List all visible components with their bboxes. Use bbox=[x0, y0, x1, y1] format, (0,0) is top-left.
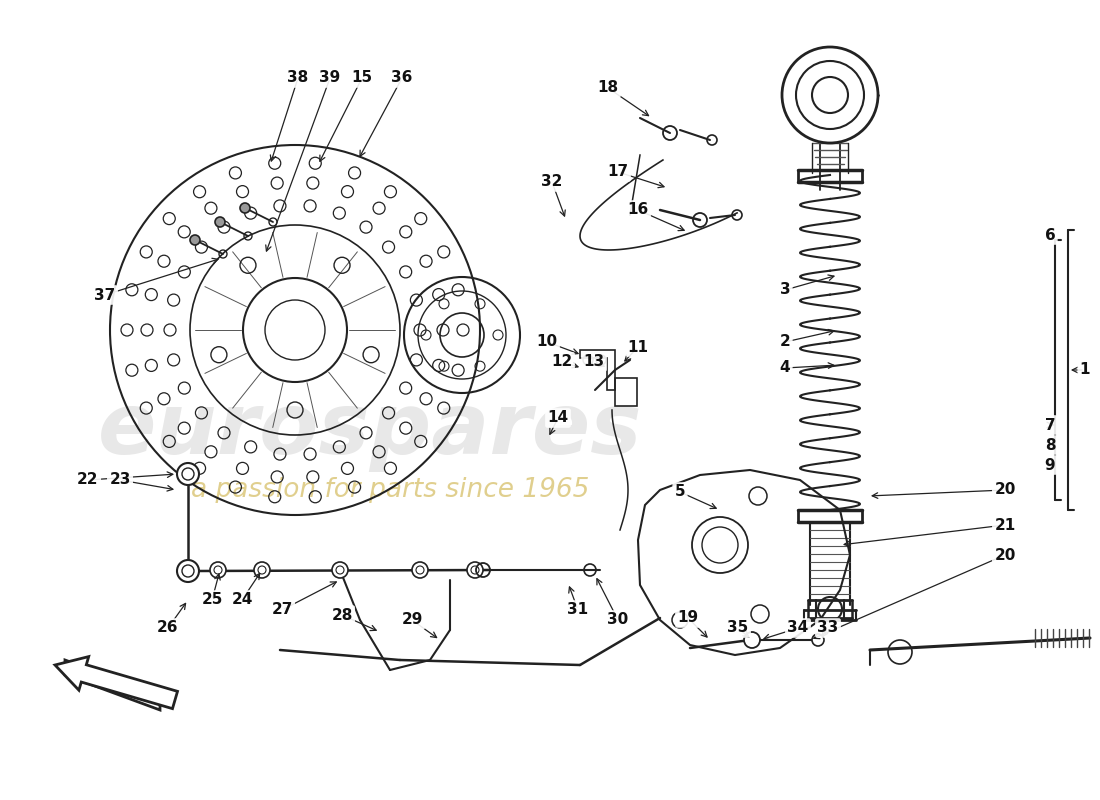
Circle shape bbox=[744, 632, 760, 648]
Text: 1: 1 bbox=[1080, 362, 1090, 378]
Text: 9: 9 bbox=[1045, 458, 1055, 473]
Circle shape bbox=[254, 562, 270, 578]
Text: 20: 20 bbox=[994, 482, 1015, 498]
Circle shape bbox=[214, 217, 225, 227]
Text: 36: 36 bbox=[392, 70, 412, 86]
Circle shape bbox=[190, 235, 200, 245]
Text: 13: 13 bbox=[583, 354, 605, 370]
Circle shape bbox=[812, 77, 848, 113]
Text: 31: 31 bbox=[568, 602, 588, 618]
Text: 37: 37 bbox=[95, 287, 116, 302]
Text: 4: 4 bbox=[780, 361, 790, 375]
Circle shape bbox=[412, 562, 428, 578]
Text: 20: 20 bbox=[994, 547, 1015, 562]
Text: 28: 28 bbox=[331, 607, 353, 622]
Text: 14: 14 bbox=[548, 410, 569, 426]
FancyArrow shape bbox=[55, 657, 177, 709]
Circle shape bbox=[332, 562, 348, 578]
Circle shape bbox=[796, 61, 864, 129]
Text: 30: 30 bbox=[607, 613, 628, 627]
Text: 33: 33 bbox=[817, 621, 838, 635]
Text: 39: 39 bbox=[319, 70, 341, 86]
Text: 22: 22 bbox=[77, 473, 99, 487]
Polygon shape bbox=[65, 660, 160, 710]
Text: 16: 16 bbox=[627, 202, 649, 218]
FancyBboxPatch shape bbox=[615, 378, 637, 406]
Text: 29: 29 bbox=[402, 613, 422, 627]
Text: 32: 32 bbox=[541, 174, 563, 190]
Circle shape bbox=[782, 47, 878, 143]
Text: 10: 10 bbox=[537, 334, 558, 350]
Circle shape bbox=[812, 634, 824, 646]
Text: 34: 34 bbox=[788, 621, 808, 635]
Text: 12: 12 bbox=[551, 354, 573, 370]
Circle shape bbox=[210, 562, 225, 578]
Circle shape bbox=[240, 203, 250, 213]
Text: 7: 7 bbox=[1045, 418, 1055, 433]
Text: 35: 35 bbox=[727, 621, 749, 635]
Text: 19: 19 bbox=[678, 610, 698, 626]
Text: 5: 5 bbox=[674, 485, 685, 499]
Circle shape bbox=[177, 463, 199, 485]
Text: 21: 21 bbox=[994, 518, 1015, 533]
Text: 17: 17 bbox=[607, 165, 628, 179]
Text: 8: 8 bbox=[1045, 438, 1055, 453]
Text: 26: 26 bbox=[157, 621, 178, 635]
Text: 24: 24 bbox=[231, 593, 253, 607]
Text: 15: 15 bbox=[351, 70, 373, 86]
Text: 27: 27 bbox=[272, 602, 293, 618]
Text: 18: 18 bbox=[597, 81, 618, 95]
Text: a passion for parts since 1965: a passion for parts since 1965 bbox=[190, 477, 590, 503]
Text: 3: 3 bbox=[780, 282, 790, 298]
Text: 23: 23 bbox=[109, 473, 131, 487]
Text: 38: 38 bbox=[287, 70, 309, 86]
Text: 6: 6 bbox=[1045, 227, 1055, 242]
Text: eurospares: eurospares bbox=[98, 389, 642, 471]
Circle shape bbox=[468, 562, 483, 578]
Text: 11: 11 bbox=[627, 339, 649, 354]
Circle shape bbox=[177, 560, 199, 582]
Text: 25: 25 bbox=[201, 593, 222, 607]
Text: 2: 2 bbox=[780, 334, 791, 350]
